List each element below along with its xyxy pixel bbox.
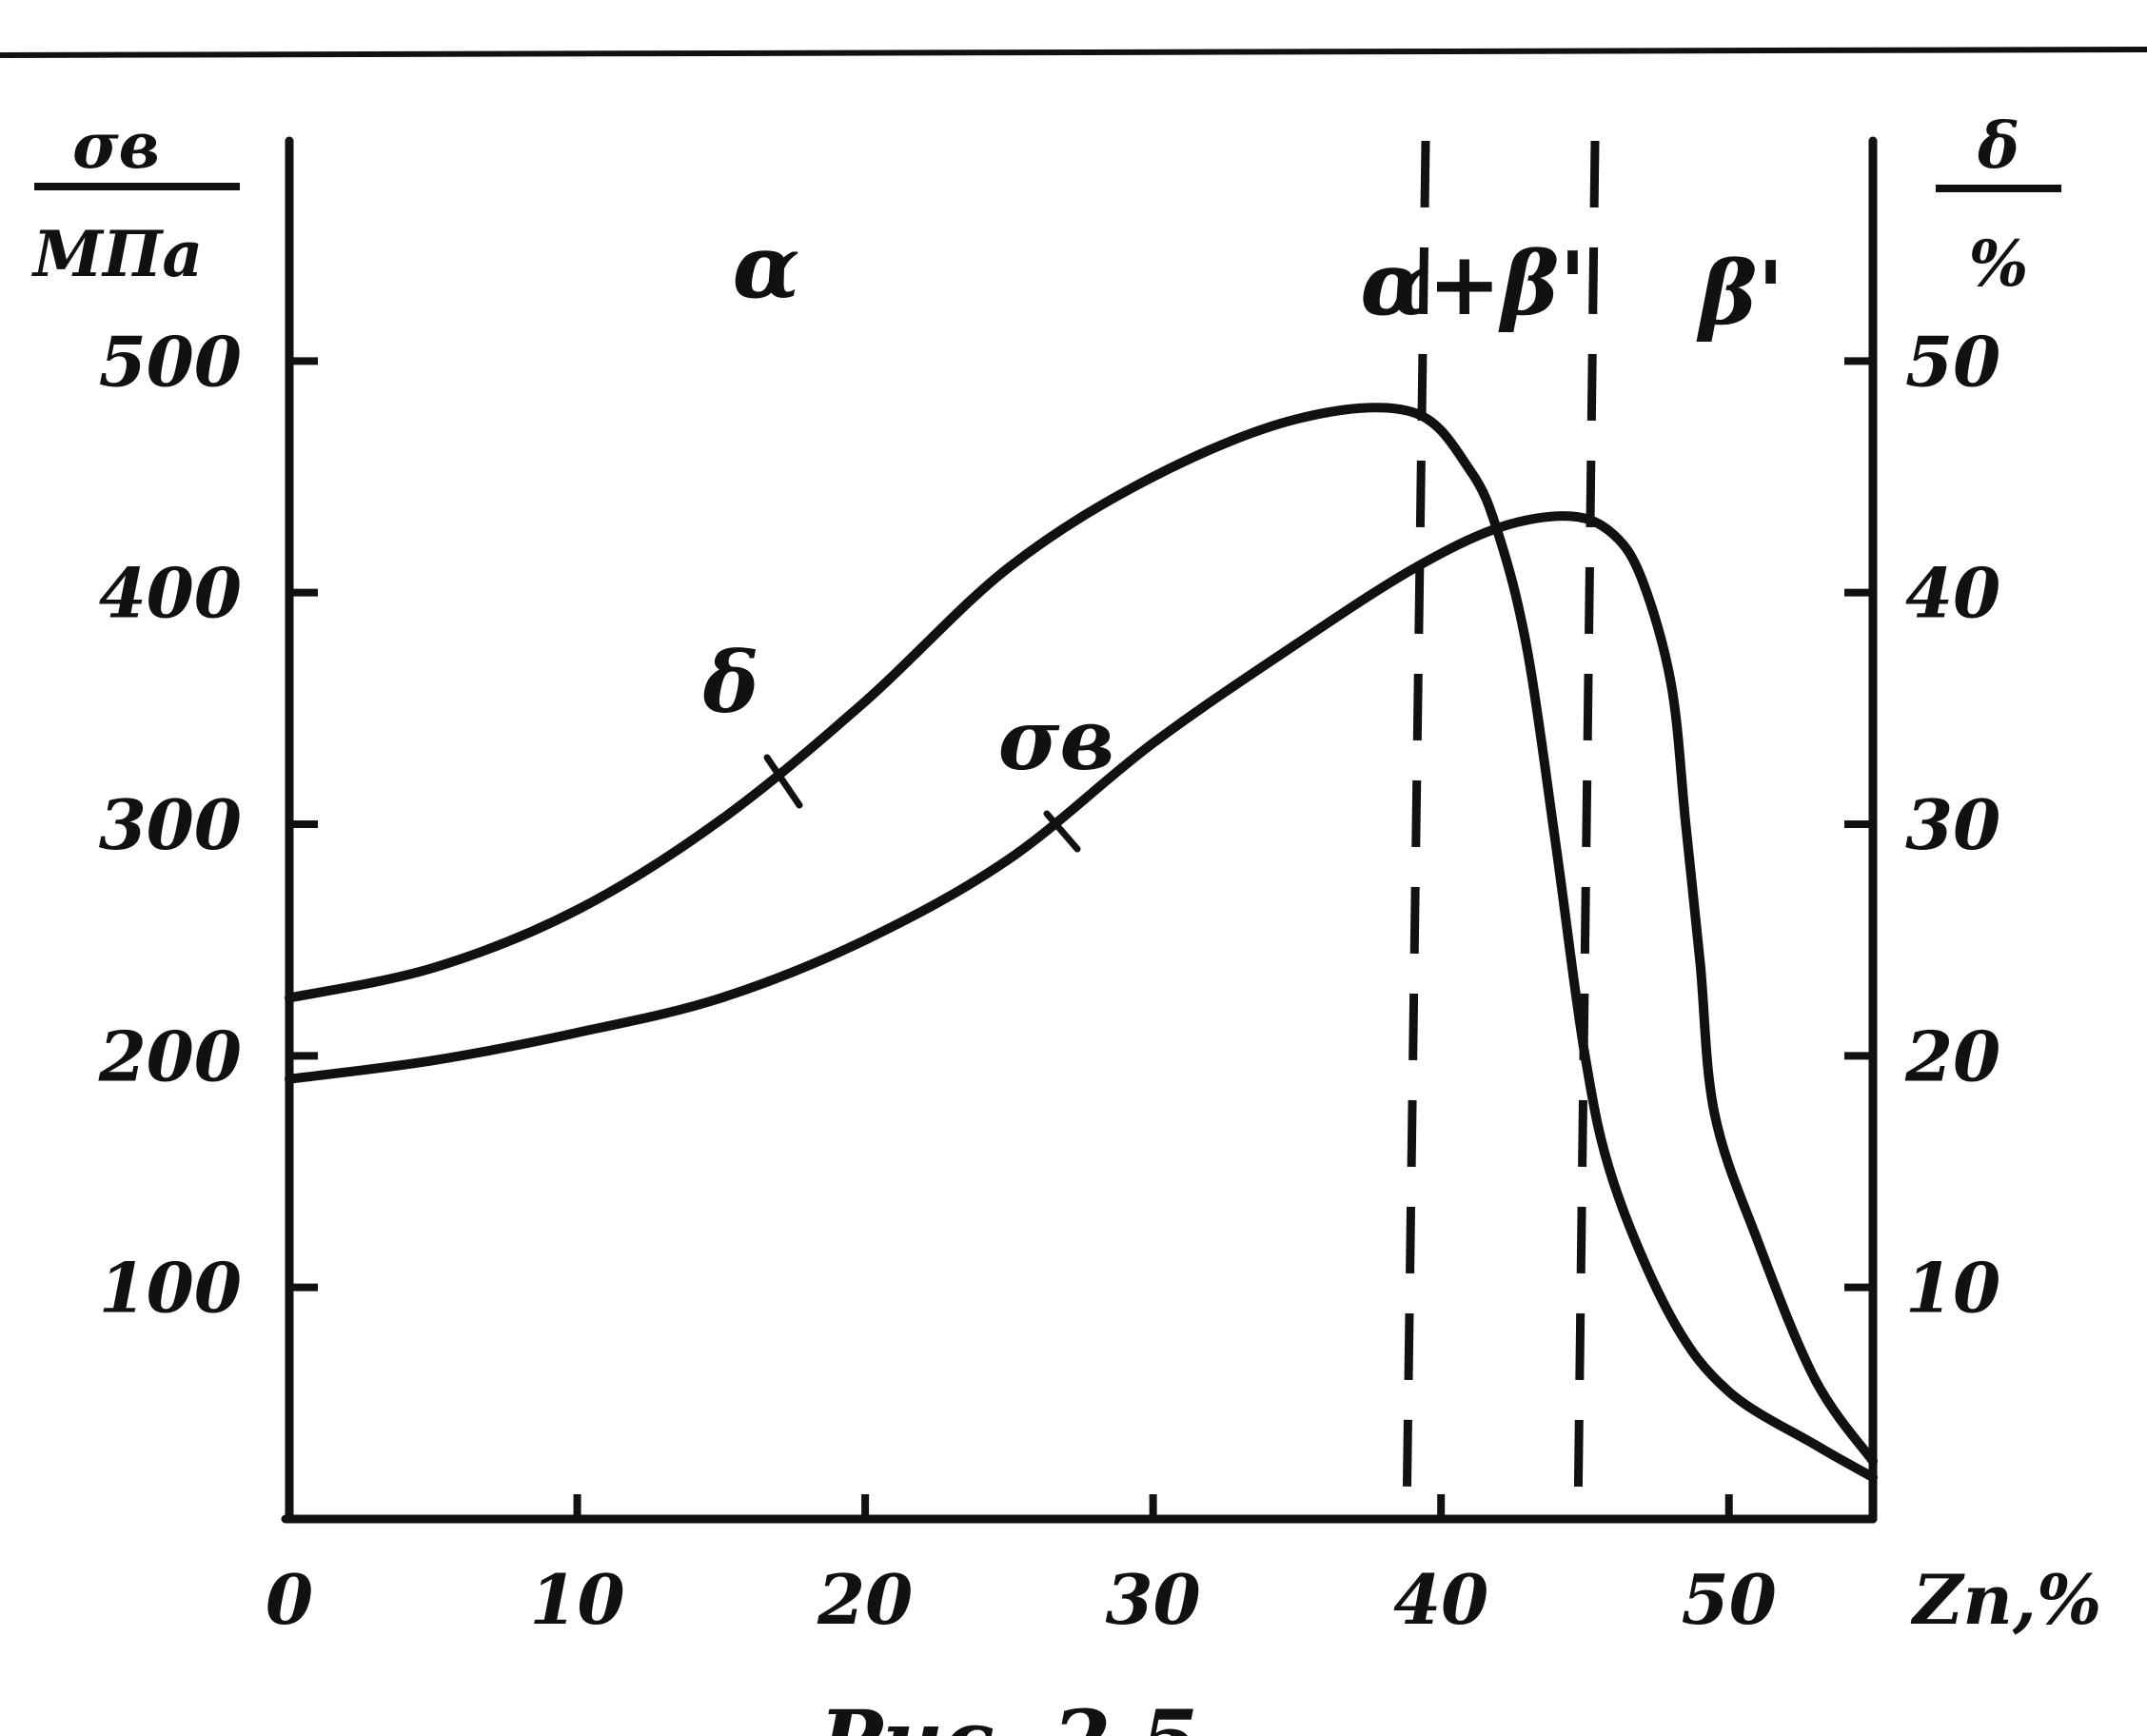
x-tick-label: 30: [1106, 1559, 1201, 1640]
left-axis-label-bottom: МПа: [31, 217, 203, 291]
x-tick-label: 0: [266, 1559, 313, 1640]
right-axis-label-bottom: %: [1969, 227, 2029, 301]
sigma-curve: [285, 511, 1878, 1467]
x-tick-label: 50: [1682, 1559, 1777, 1640]
x-tick-label: 10: [529, 1559, 624, 1640]
left-axis-unit: σв МПа: [31, 108, 240, 291]
region-label-alpha-beta: α+β': [1360, 232, 1586, 335]
left-axis-label-top: σв: [72, 108, 160, 183]
region-label-beta: β': [1696, 242, 1783, 345]
curve-label-leaders: [763, 754, 1081, 853]
right-tick-label: 40: [1905, 553, 2000, 634]
boundary-line-alpha-alphabeta: [1402, 140, 1430, 1520]
left-tick-label: 100: [99, 1248, 242, 1329]
x-tick-label: 20: [817, 1559, 913, 1640]
left-tick-label: 300: [99, 784, 242, 865]
curve-label-delta: δ: [702, 633, 759, 732]
right-tick-label: 10: [1905, 1248, 2000, 1329]
boundary-line-alphabeta-beta: [1573, 140, 1600, 1520]
delta-curve: [285, 403, 1878, 1483]
axes-frame: [281, 136, 1878, 1524]
left-tick-label: 500: [99, 321, 242, 402]
left-tick-label: 400: [99, 553, 242, 634]
region-label-alpha: α: [733, 215, 800, 318]
sigma-label-leader: [1043, 810, 1081, 853]
right-tick-label: 50: [1905, 321, 2000, 402]
right-axis-unit: δ %: [1936, 108, 2061, 301]
left-tick-label: 200: [98, 1016, 242, 1096]
right-tick-label: 20: [1904, 1016, 2000, 1096]
right-axis-ticks: 10 20 30 40 50: [1844, 321, 2000, 1329]
right-axis-label-top: δ: [1977, 108, 2019, 183]
left-axis-ticks: 100 200 300 400 500: [98, 321, 318, 1329]
x-axis-ticks: 0 10 20 30 40 50: [266, 1494, 1777, 1640]
right-tick-label: 30: [1905, 784, 2000, 865]
top-rule: [0, 47, 2147, 58]
delta-label-leader: [763, 754, 803, 809]
x-tick-label: 40: [1393, 1559, 1488, 1640]
curves: [285, 403, 1878, 1483]
phase-boundaries: [1402, 140, 1600, 1520]
x-axis-label: Zn,%: [1910, 1559, 2101, 1640]
curve-label-sigma: σв: [998, 690, 1115, 789]
figure-caption: Рис. 2.5: [817, 1691, 1198, 1736]
